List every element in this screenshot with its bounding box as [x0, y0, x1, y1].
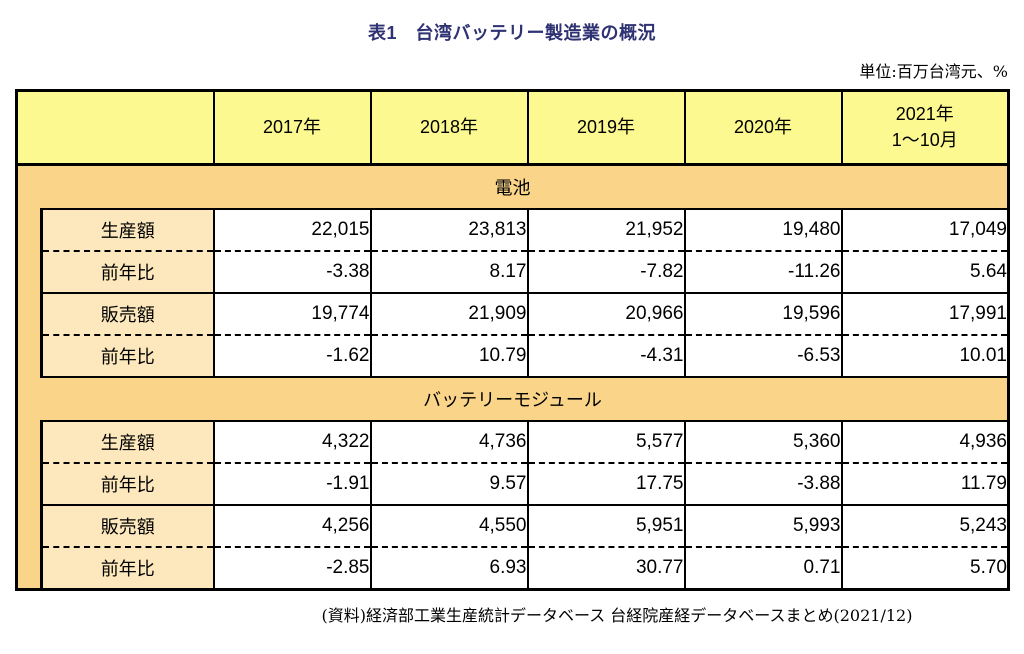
row-label: 前年比	[40, 251, 214, 294]
row-label: 販売額	[40, 504, 214, 548]
value-cell: 21,952	[526, 208, 685, 252]
table-header: 2017年 2018年 2019年 2020年 2021年 1〜10月	[16, 90, 1009, 166]
left-strip	[16, 209, 42, 251]
section-header: 電池	[16, 164, 1009, 209]
left-strip	[16, 505, 42, 547]
section-band-row: 電池	[16, 164, 1009, 209]
table-row: 前年比 -1.62 10.79 -4.31 -6.53 10.01	[16, 335, 1009, 378]
value-cell: 5,243	[840, 504, 1009, 548]
value-cell: -3.38	[212, 251, 371, 294]
section-header: バッテリーモジュール	[16, 377, 1009, 421]
value-cell: 4,936	[840, 420, 1009, 464]
row-label: 販売額	[40, 292, 214, 336]
year-header: 2020年	[683, 90, 842, 166]
left-strip	[16, 335, 42, 377]
value-cell: 17,049	[840, 208, 1009, 252]
value-cell: 11.79	[840, 463, 1009, 506]
row-label: 前年比	[40, 463, 214, 506]
value-cell: -1.91	[212, 463, 371, 506]
value-cell: 10.79	[369, 335, 528, 378]
table-row: 生産額 4,322 4,736 5,577 5,360 4,936	[16, 420, 1009, 464]
year-header: 2021年 1〜10月	[840, 90, 1009, 166]
table-row: 生産額 22,015 23,813 21,952 19,480 17,049	[16, 208, 1009, 252]
table-row: 販売額 4,256 4,550 5,951 5,993 5,243	[16, 504, 1009, 548]
header-row: 2017年 2018年 2019年 2020年 2021年 1〜10月	[16, 90, 1009, 166]
value-cell: 5,577	[526, 420, 685, 464]
table-body: 電池 生産額 22,015 23,813 21,952 19,480 17,049 前年比 -3…	[16, 164, 1009, 591]
year-header: 2017年	[212, 90, 371, 166]
value-cell: 4,550	[369, 504, 528, 548]
value-cell: 5,951	[526, 504, 685, 548]
value-cell: 22,015	[212, 208, 371, 252]
value-cell: -4.31	[526, 335, 685, 378]
value-cell: 5.64	[840, 251, 1009, 294]
value-cell: 19,480	[683, 208, 842, 252]
value-cell: 8.17	[369, 251, 528, 294]
value-cell: 5,993	[683, 504, 842, 548]
section-band-row: バッテリーモジュール	[16, 377, 1009, 421]
value-cell: 30.77	[526, 547, 685, 591]
value-cell: -1.62	[212, 335, 371, 378]
value-cell: 17.75	[526, 463, 685, 506]
table-row: 販売額 19,774 21,909 20,966 19,596 17,991	[16, 292, 1009, 336]
row-label: 前年比	[40, 547, 214, 591]
left-strip	[16, 547, 42, 590]
row-label: 前年比	[40, 335, 214, 378]
table-row: 前年比 -1.91 9.57 17.75 -3.88 11.79	[16, 463, 1009, 506]
value-cell: -2.85	[212, 547, 371, 591]
table-row: 前年比 -2.85 6.93 30.77 0.71 5.70	[16, 547, 1009, 591]
value-cell: 5,360	[683, 420, 842, 464]
year-header: 2019年	[526, 90, 685, 166]
battery-stats-table: 2017年 2018年 2019年 2020年 2021年 1〜10月 電池 生産額 22,…	[15, 89, 1010, 591]
value-cell: 4,322	[212, 420, 371, 464]
table-row: 前年比 -3.38 8.17 -7.82 -11.26 5.64	[16, 251, 1009, 294]
row-label: 生産額	[40, 420, 214, 464]
value-cell: 9.57	[369, 463, 528, 506]
left-strip	[16, 293, 42, 335]
value-cell: 6.93	[369, 547, 528, 591]
value-cell: 4,736	[369, 420, 528, 464]
corner-cell	[16, 90, 214, 166]
left-strip	[16, 421, 42, 463]
unit-note: 単位:百万台湾元、%	[859, 62, 1008, 81]
value-cell: -3.88	[683, 463, 842, 506]
table-title: 表1 台湾バッテリー製造業の概況	[367, 23, 656, 43]
value-cell: 20,966	[526, 292, 685, 336]
value-cell: 4,256	[212, 504, 371, 548]
year-header: 2018年	[369, 90, 528, 166]
value-cell: 19,774	[212, 292, 371, 336]
left-strip	[16, 251, 42, 293]
value-cell: -7.82	[526, 251, 685, 294]
value-cell: 19,596	[683, 292, 842, 336]
left-strip	[16, 463, 42, 505]
value-cell: 23,813	[369, 208, 528, 252]
value-cell: 0.71	[683, 547, 842, 591]
row-label: 生産額	[40, 208, 214, 252]
value-cell: -11.26	[683, 251, 842, 294]
value-cell: 10.01	[840, 335, 1009, 378]
value-cell: -6.53	[683, 335, 842, 378]
value-cell: 5.70	[840, 547, 1009, 591]
value-cell: 21,909	[369, 292, 528, 336]
source-note: (資料)経済部工業生産統計データベース 台経院産経データベースまとめ(2021/…	[321, 606, 913, 625]
value-cell: 17,991	[840, 292, 1009, 336]
